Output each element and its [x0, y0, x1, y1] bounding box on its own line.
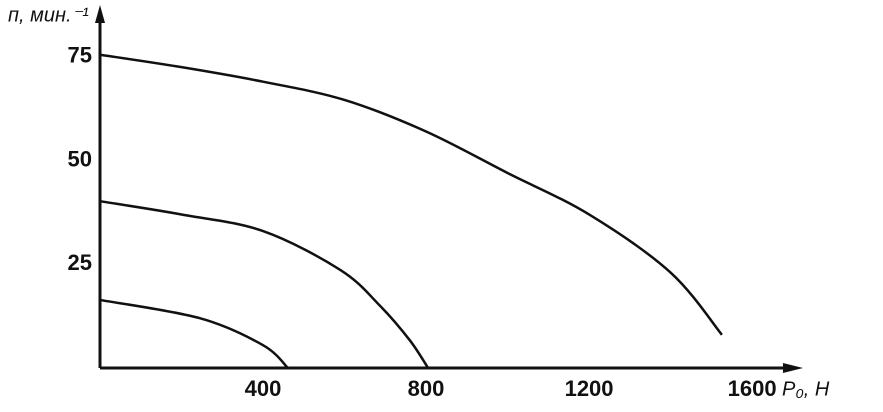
y-tick-label: 25	[68, 250, 92, 275]
x-tick-label: 1200	[565, 376, 614, 401]
line-series	[99, 53, 723, 336]
line-series	[99, 199, 430, 369]
y-tick-label: 75	[68, 43, 92, 68]
x-axis-title: Р₀, Н	[782, 378, 830, 400]
x-axis-arrow	[783, 363, 803, 373]
line-series	[99, 298, 289, 369]
x-tick-label: 1600	[728, 376, 777, 401]
y-tick-label: 50	[68, 146, 92, 171]
x-tick-label: 800	[408, 376, 445, 401]
x-tick-label: 400	[245, 376, 282, 401]
y-axis-title: п, мин.⁻¹	[8, 4, 89, 26]
y-axis-arrow	[95, 5, 105, 23]
